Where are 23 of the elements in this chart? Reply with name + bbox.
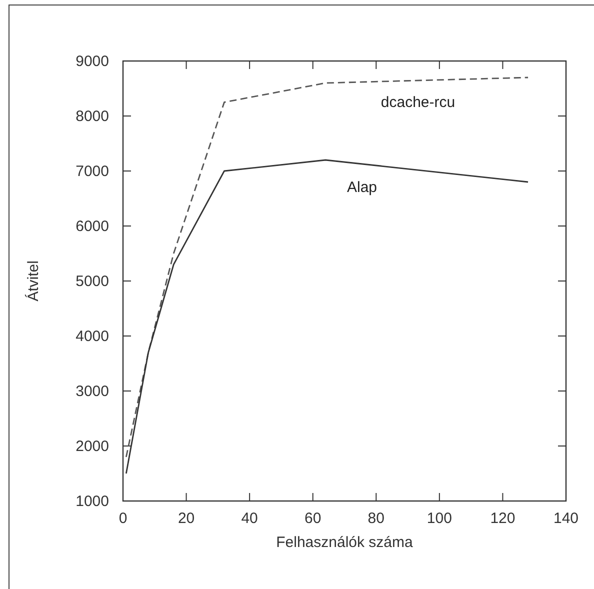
x-tick-label: 100 (426, 510, 452, 527)
x-tick-label: 0 (118, 510, 128, 527)
line-series (125, 76, 529, 458)
x-tick-label: 20 (178, 510, 195, 527)
y-tick-label: 5000 (76, 273, 109, 290)
y-tick-label: 7000 (76, 163, 109, 180)
y-tick-label: 8000 (76, 108, 109, 125)
x-tick-label: 120 (490, 510, 516, 527)
y-tick-label: 9000 (76, 53, 109, 70)
series-label: dcache-rcu (380, 94, 456, 111)
x-tick-label: 60 (304, 510, 322, 527)
x-tick-label: 40 (241, 510, 258, 527)
series-label: Alap (346, 179, 378, 196)
y-tick-label: 4000 (76, 328, 109, 345)
y-tick-label: 3000 (76, 383, 109, 400)
y-axis-title: Átvitel (24, 260, 42, 302)
y-tick-label: 6000 (76, 218, 109, 235)
x-axis-title: Felhasználók száma (276, 534, 414, 551)
x-tick-label: 80 (368, 510, 384, 527)
y-tick-label: 1000 (76, 493, 109, 510)
line-series (125, 159, 529, 474)
x-tick-label: 140 (553, 510, 579, 527)
y-tick-label: 2000 (76, 438, 109, 455)
